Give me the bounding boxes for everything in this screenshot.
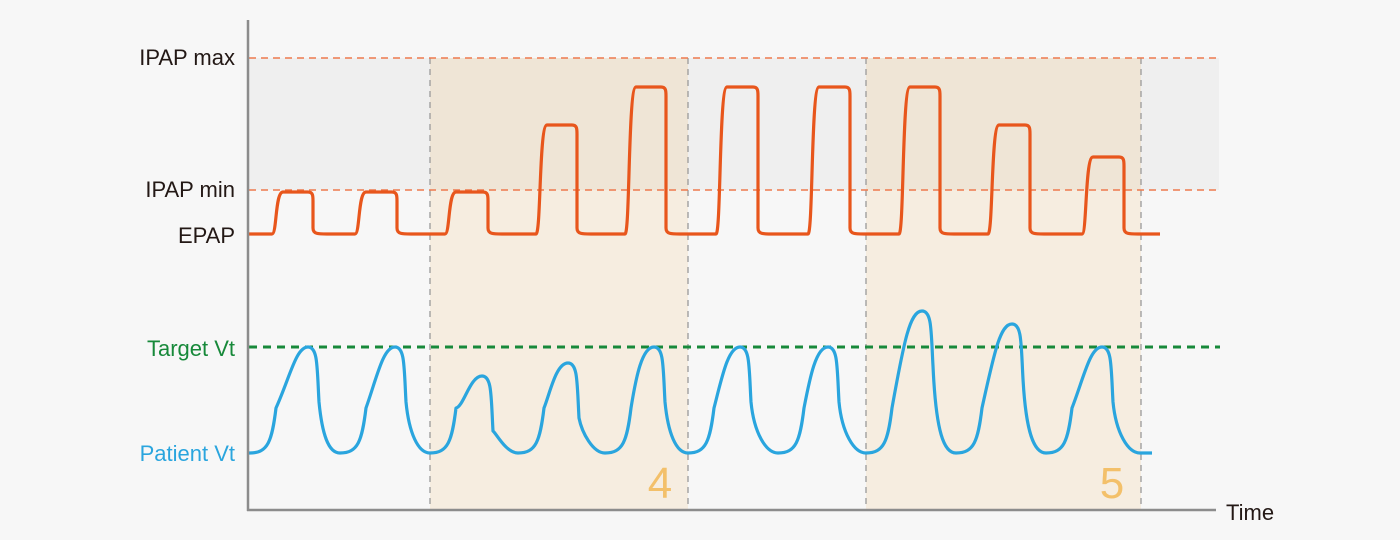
x-axis-label: Time: [1226, 500, 1274, 525]
ipap-max-label: IPAP max: [139, 45, 235, 70]
target-vt-label: Target Vt: [147, 336, 235, 361]
epap-label: EPAP: [178, 223, 235, 248]
ipap-min-label: IPAP min: [145, 177, 235, 202]
region-4-number: 4: [648, 459, 672, 508]
region-5-number: 5: [1100, 459, 1124, 508]
pressure-waveform: [249, 85, 1160, 236]
region-dividers: [429, 58, 1142, 510]
patient-vt-label: Patient Vt: [140, 441, 235, 466]
region-4: [430, 190, 688, 510]
patient-vt-waveform: [248, 309, 1152, 455]
